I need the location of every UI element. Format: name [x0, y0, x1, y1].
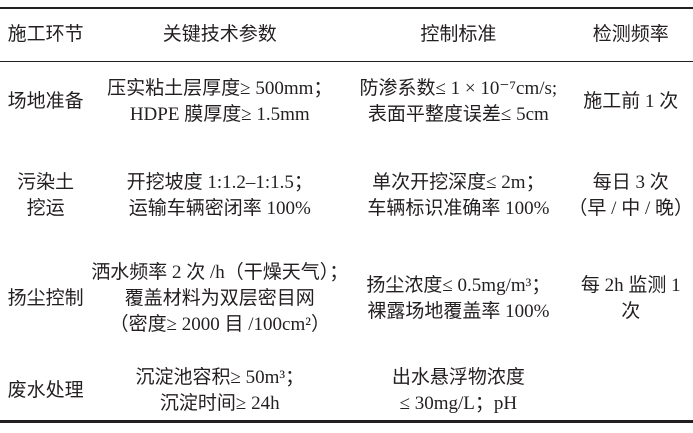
header-params: 关键技术参数 — [162, 24, 277, 45]
cell-params: 开挖坡度 1:1.2–1:1.5； 运输车辆密闭率 100% — [91, 143, 348, 248]
header-frequency: 检测频率 — [592, 24, 669, 45]
cell-line: HDPE 膜厚度≥ 1.5mm — [129, 104, 310, 125]
cell-frequency: 施工前 1 次 — [568, 61, 693, 143]
cell-line: 车辆标识准确率 100% — [367, 197, 550, 219]
cell-line: 沉淀池容积≥ 50m³； — [135, 367, 305, 388]
cell-line: 每 2h 监测 1 — [580, 274, 681, 296]
table-row: 污染土挖运 开挖坡度 1:1.2–1:1.5； 运输车辆密闭率 100% 单次开挖深度… — [0, 143, 693, 248]
cell-line: 覆盖材料为双层密目网 — [124, 287, 315, 309]
cell-line: （早 / 中 / 晚） — [568, 197, 693, 219]
header-standard: 控制标准 — [420, 24, 497, 45]
cell-standard: 扬尘浓度≤ 0.5mg/m³； 裸露场地覆盖率 100% — [348, 248, 568, 349]
cell-standard: 出水悬浮物浓度 ≤ 30mg/L；pH — [348, 349, 568, 433]
cell-line: 场地准备 — [7, 91, 84, 112]
cell-line: 扬尘浓度≤ 0.5mg/m³； — [366, 274, 551, 296]
top-rule — [0, 7, 693, 9]
cell-line: 裸露场地覆盖率 100% — [367, 300, 550, 322]
cell-params: 沉淀池容积≥ 50m³； 沉淀时间≥ 24h — [91, 349, 348, 433]
cell-line: 沉淀时间≥ 24h — [159, 393, 280, 414]
table-row: 场地准备 压实粘土层厚度≥ 500mm； HDPE 膜厚度≥ 1.5mm 防渗系数≤ … — [0, 61, 693, 143]
cell-line: （密度≥ 2000 目 /100cm²） — [109, 313, 330, 335]
cell-line: 防渗系数≤ 1 × 10⁻⁷cm/s; — [359, 78, 558, 99]
cell-stage: 污染土 挖运 — [0, 143, 91, 248]
cell-line: 每日 3 次 — [592, 171, 669, 193]
cell-line: ≤ 30mg/L；pH — [399, 393, 518, 414]
header-stage: 施工环节 — [7, 24, 84, 45]
cell-line: 废水处理 — [7, 380, 84, 401]
cell-line: 洒水频率 2 次 /h（干燥天气）； — [91, 261, 349, 283]
table-row: 扬尘控制 洒水频率 2 次 /h（干燥天气）； 覆盖材料为双层密目网 （密度≥ 200… — [0, 248, 693, 349]
cell-line: 表面平整度误差≤ 5cm — [367, 104, 549, 125]
cell-params: 洒水频率 2 次 /h（干燥天气）； 覆盖材料为双层密目网 （密度≥ 2000 目 … — [91, 248, 348, 349]
cell-stage: 废水处理 — [0, 349, 91, 433]
cell-stage: 场地准备 — [0, 61, 91, 143]
header-rule — [0, 61, 693, 62]
cell-frequency — [568, 349, 693, 433]
cell-frequency: 每日 3 次 （早 / 中 / 晚） — [568, 143, 693, 248]
cell-line: 出水悬浮物浓度 — [391, 367, 525, 388]
cell-standard: 防渗系数≤ 1 × 10⁻⁷cm/s; 表面平整度误差≤ 5cm — [348, 61, 568, 143]
bottom-rule — [0, 420, 693, 423]
cell-line: 压实粘土层厚度≥ 500mm； — [107, 78, 333, 99]
cell-frequency: 每 2h 监测 1 次 — [568, 248, 693, 349]
cell-line: 开挖坡度 1:1.2–1:1.5； — [126, 171, 313, 193]
header-row: 施工环节 关键技术参数 控制标准 检测频率 — [0, 9, 693, 61]
table-row: 废水处理 沉淀池容积≥ 50m³； 沉淀时间≥ 24h 出水悬浮物浓度 ≤ 30mg/L… — [0, 349, 693, 433]
cell-line: 污染土 — [17, 171, 75, 193]
cell-line: 施工前 1 次 — [583, 91, 679, 112]
data-table: 施工环节 关键技术参数 控制标准 检测频率 场地准备 压实粘土层厚度≥ 500mm… — [0, 9, 693, 433]
cell-line: 单次开挖深度≤ 2m； — [372, 171, 545, 193]
cell-line: 运输车辆密闭率 100% — [128, 197, 311, 219]
cell-standard: 单次开挖深度≤ 2m； 车辆标识准确率 100% — [348, 143, 568, 248]
cell-line: 挖运 — [26, 197, 65, 219]
cell-line: 扬尘控制 — [7, 287, 84, 309]
cell-params: 压实粘土层厚度≥ 500mm； HDPE 膜厚度≥ 1.5mm — [91, 61, 348, 143]
cell-stage: 扬尘控制 — [0, 248, 91, 349]
cell-line: 次 — [621, 300, 641, 322]
